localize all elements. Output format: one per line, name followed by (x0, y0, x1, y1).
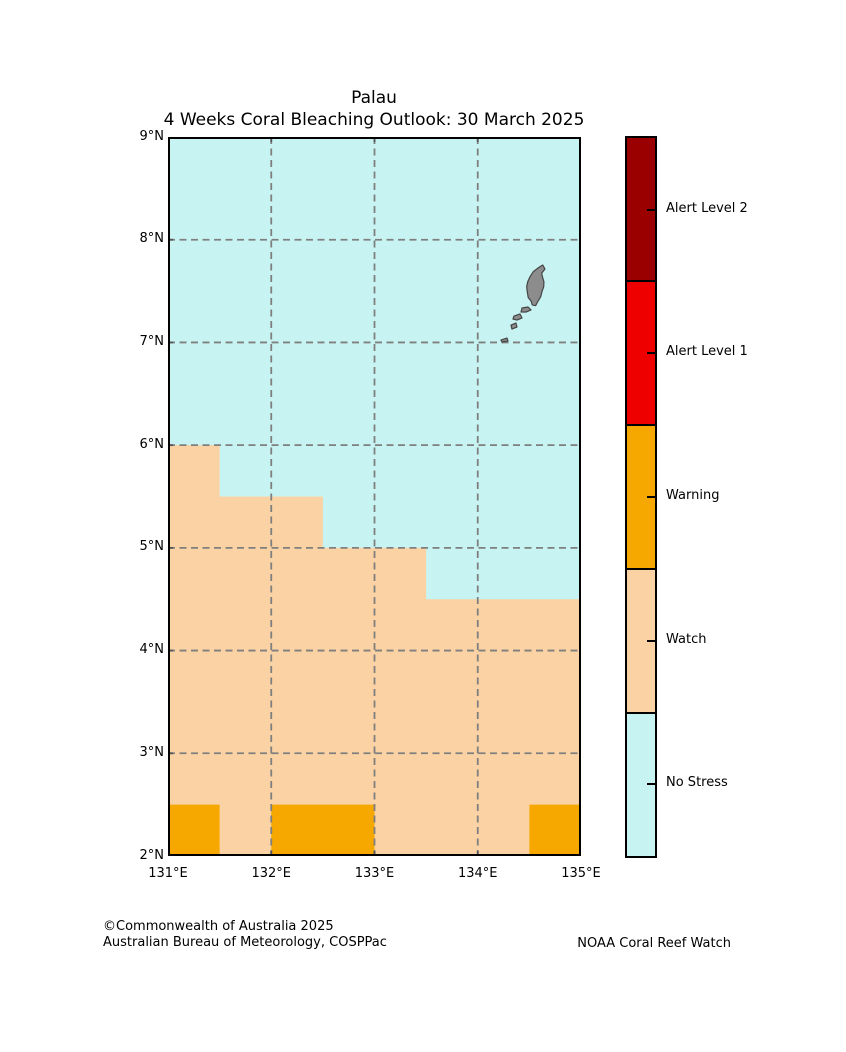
legend-tick-mark (647, 496, 656, 498)
legend-tick-mark (647, 208, 656, 211)
legend-label-alert-level-1: Alert Level 1 (666, 344, 748, 360)
y-axis-tick-label: 2°N (139, 847, 165, 863)
x-axis-tick-label: 133°E (354, 866, 395, 881)
x-axis-tick-label: 135°E (561, 866, 601, 881)
y-axis-tick-label: 8°N (139, 231, 165, 247)
y-axis-tick-label: 5°N (139, 539, 165, 555)
map-region-title: Palau (351, 88, 397, 108)
warning-cell (529, 804, 581, 856)
legend-label-no-stress: No Stress (666, 775, 728, 791)
footer-attribution: ©Commonwealth of Australia 2025 Australi… (103, 919, 387, 951)
legend-label-warning: Warning (666, 488, 720, 503)
footer-agency: Australian Bureau of Meteorology, COSPPa… (103, 935, 387, 950)
x-axis-tick-label: 131°E (148, 866, 188, 881)
legend-label-alert-level-2: Alert Level 2 (666, 200, 748, 216)
y-axis-tick-label: 6°N (139, 436, 165, 452)
chart-subtitle: 4 Weeks Coral Bleaching Outlook: 30 Marc… (163, 110, 585, 130)
colorbar-segment-alert-level-1 (627, 280, 655, 424)
y-axis-tick-label: 3°N (139, 744, 165, 760)
legend-tick-mark (647, 639, 656, 642)
island-palau (526, 264, 546, 307)
island-palau (520, 306, 532, 313)
footer-copyright: ©Commonwealth of Australia 2025 (103, 919, 334, 934)
warning-cell (168, 804, 220, 856)
y-axis-tick-label: 4°N (139, 642, 165, 658)
map-border (168, 137, 581, 856)
island-palau (500, 337, 509, 343)
warning-cell (271, 804, 375, 856)
map-svg (168, 137, 581, 856)
island-palau (512, 313, 523, 321)
x-axis-tick-label: 132°E (251, 866, 292, 881)
chart-title-block: Palau 4 Weeks Coral Bleaching Outlook: 3… (164, 87, 585, 131)
footer-noaa-credit: NOAA Coral Reef Watch (577, 936, 731, 951)
y-axis-tick-label: 9°N (139, 128, 165, 144)
legend-label-watch: Watch (666, 631, 707, 647)
legend-tick-mark (647, 352, 656, 355)
legend-tick-mark (647, 783, 656, 786)
y-axis-tick-label: 7°N (139, 333, 165, 349)
island-palau (510, 322, 518, 330)
x-axis-tick-label: 134°E (457, 866, 498, 881)
